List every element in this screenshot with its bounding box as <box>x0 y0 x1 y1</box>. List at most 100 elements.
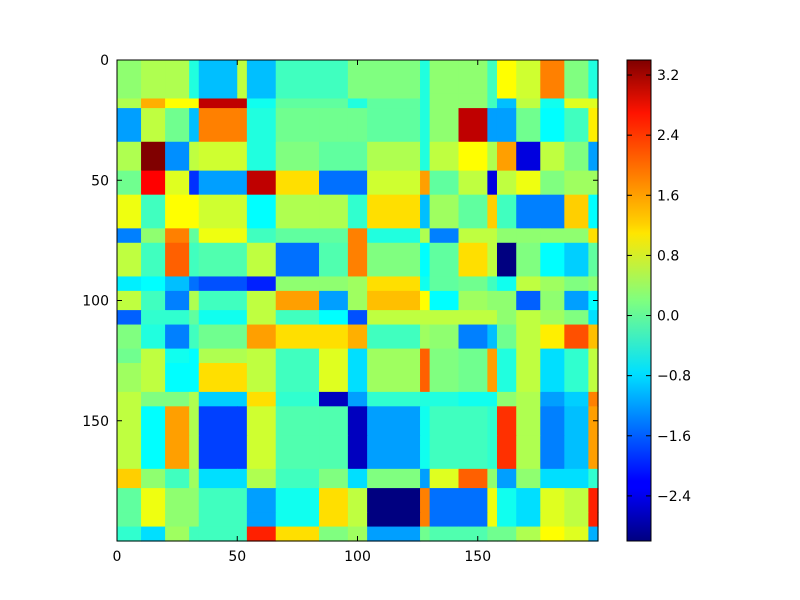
heatmap-cell <box>420 194 431 229</box>
heatmap-cell <box>117 60 142 95</box>
heatmap-cell <box>516 324 541 350</box>
heatmap-cell <box>198 526 238 542</box>
heatmap-cell <box>347 98 368 109</box>
heatmap-cell <box>516 242 541 278</box>
heatmap-cell <box>246 60 277 95</box>
heatmap-cell <box>564 60 589 95</box>
heatmap-cell <box>429 363 460 393</box>
heatmap-cell <box>367 468 421 489</box>
heatmap-cell <box>429 98 460 109</box>
heatmap-cell <box>540 60 565 95</box>
heatmap-cell <box>516 406 541 436</box>
heatmap-cell <box>564 348 589 364</box>
heatmap-cell <box>487 435 498 470</box>
heatmap-cell <box>540 310 565 326</box>
y-tick-label: 100 <box>82 294 109 310</box>
heatmap-cell <box>516 290 541 311</box>
heatmap-cell <box>540 488 565 513</box>
heatmap-cell <box>275 98 320 109</box>
heatmap-cell <box>540 363 565 393</box>
heatmap-cell <box>141 526 166 542</box>
heatmap-cell <box>347 363 368 393</box>
y-axis: 0 50 100 150 <box>82 53 598 430</box>
heatmap-cell <box>487 194 498 229</box>
heatmap-cell <box>540 228 565 244</box>
heatmap-cell <box>117 348 142 364</box>
heatmap-cell <box>516 141 541 172</box>
heatmap-cell <box>496 526 517 542</box>
heatmap-cell <box>458 228 488 244</box>
heatmap-cell <box>367 512 421 528</box>
heatmap-cell <box>141 391 166 407</box>
heatmap-cell <box>165 93 190 100</box>
heatmap-cell <box>141 348 166 364</box>
heatmap-cell <box>246 108 277 143</box>
heatmap-cell <box>496 141 517 172</box>
heatmap-cell <box>189 310 200 326</box>
heatmap-cell <box>165 435 190 470</box>
heatmap-cell <box>420 468 431 489</box>
heatmap-cell <box>165 242 190 278</box>
heatmap-cell <box>165 290 190 311</box>
heatmap-cell <box>429 324 460 350</box>
heatmap-cell <box>429 290 460 311</box>
heatmap-cell <box>237 228 248 244</box>
heatmap-cell <box>117 98 142 109</box>
heatmap-cell <box>588 60 599 95</box>
heatmap-cell <box>588 391 599 407</box>
heatmap-cell <box>275 276 320 292</box>
heatmap-cell <box>141 228 166 244</box>
heatmap-cell <box>540 108 565 143</box>
heatmap-cell <box>189 290 200 311</box>
heatmap-cell <box>237 468 248 489</box>
x-tick-label: 50 <box>228 549 246 565</box>
heatmap-cell <box>117 228 142 244</box>
heatmap-cell <box>165 108 190 143</box>
heatmap-cell <box>540 276 565 292</box>
heatmap-cell <box>540 141 565 172</box>
heatmap-cell <box>246 391 277 407</box>
heatmap-cell <box>496 406 517 436</box>
heatmap-cell <box>189 242 200 278</box>
heatmap-cell <box>189 93 200 100</box>
heatmap-cell <box>564 228 589 244</box>
heatmap-cell <box>540 93 565 100</box>
heatmap-cell <box>429 391 460 407</box>
heatmap-cell <box>420 98 431 109</box>
heatmap-cell <box>347 406 368 436</box>
heatmap-cell <box>275 242 320 278</box>
heatmap-cell <box>496 170 517 196</box>
heatmap-cell <box>516 93 541 100</box>
heatmap-cell <box>165 228 190 244</box>
heatmap-cell <box>237 435 248 470</box>
heatmap-cell <box>275 60 320 95</box>
heatmap-cell <box>237 60 248 95</box>
heatmap-cell <box>319 406 349 436</box>
heatmap-cell <box>246 363 277 393</box>
heatmap-cells <box>117 60 599 542</box>
heatmap-cell <box>487 242 498 278</box>
colorbar-tick-label: 2.4 <box>657 128 679 144</box>
heatmap-cell <box>347 228 368 244</box>
heatmap-cell <box>237 391 248 407</box>
heatmap-cell <box>496 108 517 143</box>
heatmap-cell <box>429 488 460 513</box>
heatmap-cell <box>516 310 541 326</box>
heatmap-cell <box>198 242 238 278</box>
heatmap-cell <box>420 526 431 542</box>
heatmap-cell <box>429 512 460 528</box>
heatmap-cell <box>189 348 200 364</box>
heatmap-cell <box>141 194 166 229</box>
heatmap-cell <box>319 194 349 229</box>
heatmap-cell <box>564 391 589 407</box>
heatmap-cell <box>540 290 565 311</box>
heatmap-cell <box>246 290 277 311</box>
heatmap-cell <box>319 60 349 95</box>
heatmap-cell <box>319 276 349 292</box>
heatmap-cell <box>189 526 200 542</box>
heatmap-cell <box>458 170 488 196</box>
heatmap-cell <box>564 324 589 350</box>
heatmap-cell <box>564 512 589 528</box>
y-tick-label: 150 <box>82 414 109 430</box>
x-axis: 0 50 100 150 <box>113 60 491 565</box>
